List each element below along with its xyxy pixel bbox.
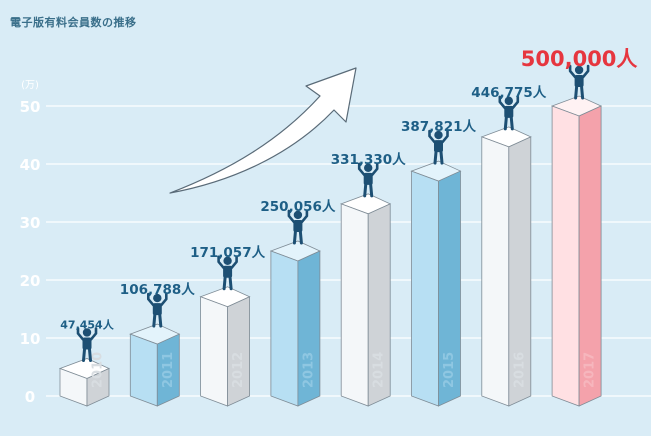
person-icon (287, 209, 309, 245)
person-icon (428, 129, 449, 165)
figure-body (574, 75, 584, 87)
figure-arm (428, 129, 436, 144)
figure-arm (581, 64, 590, 79)
figure-arm (160, 292, 168, 307)
bar-side (367, 203, 391, 407)
data-label: 47,454人 (60, 317, 114, 331)
y-tick-label: 0 (25, 388, 35, 406)
figure-arm (287, 209, 296, 224)
figure-head (574, 65, 584, 75)
bar-side (297, 250, 321, 407)
figure-body (82, 337, 92, 350)
person-icon (357, 162, 379, 198)
data-label: 106,788人 (120, 282, 195, 298)
bar (551, 105, 580, 407)
data-label: 500,000人 (521, 47, 638, 71)
y-tick-label: 20 (20, 272, 41, 290)
bar-side (578, 105, 602, 407)
figure-head (504, 96, 513, 106)
figure-body (434, 140, 443, 153)
figure-body (152, 303, 162, 316)
figure-arm (498, 95, 507, 110)
y-tick-label: 10 (20, 330, 41, 348)
figure-arm (511, 95, 520, 110)
x-tick-label: 2016 (512, 352, 527, 388)
person-icon (498, 95, 520, 131)
bar (270, 250, 299, 407)
figure-head (434, 130, 443, 140)
x-tick-label: 2011 (161, 352, 176, 388)
x-tick-label: 2010 (91, 352, 106, 388)
x-tick-label: 2012 (231, 352, 246, 388)
figure-arm (370, 162, 379, 177)
figure-body (363, 172, 373, 185)
figure-legs (82, 347, 92, 362)
x-tick-label: 2013 (301, 352, 316, 388)
bar (129, 333, 158, 407)
person-icon (568, 64, 590, 100)
figure-arm (357, 162, 366, 177)
x-tick-label: 2014 (372, 352, 387, 388)
figure-arm (568, 64, 577, 79)
chart-title: 電子版有料会員数の推移 (10, 16, 137, 29)
figure-legs (152, 313, 163, 328)
figure-arm (147, 292, 155, 307)
figure-arm (217, 255, 225, 270)
figure-legs (574, 85, 585, 100)
figure-body (504, 105, 514, 118)
figure-legs (433, 150, 444, 165)
data-label: 250,056人 (260, 199, 335, 215)
figure-head (293, 210, 303, 220)
figure-arm (76, 327, 85, 341)
bar (340, 203, 369, 407)
data-label: 387,821人 (401, 119, 476, 135)
y-tick-label: 40 (20, 156, 41, 174)
figure-arm (441, 129, 449, 144)
bar-side (156, 333, 180, 407)
figure-head (82, 328, 92, 337)
figure-legs (363, 183, 374, 198)
figure-head (153, 293, 162, 303)
figure-body (223, 265, 233, 278)
figure-legs (503, 116, 514, 131)
growth-arrow (169, 67, 357, 194)
figure-legs (292, 230, 303, 245)
bar-side (438, 170, 461, 407)
person-icon (76, 327, 98, 362)
bar (481, 136, 510, 407)
person-icon (217, 255, 238, 291)
bar-side (508, 136, 532, 407)
bar (200, 296, 229, 407)
figure-arm (300, 209, 309, 224)
data-label: 331,330人 (331, 152, 406, 168)
y-unit-label: (万) (21, 80, 39, 91)
figure-head (223, 256, 232, 265)
bar-side (86, 367, 110, 407)
figure-head (364, 163, 373, 173)
figure-arm (89, 327, 98, 341)
y-tick-label: 30 (20, 214, 41, 232)
bar (411, 170, 439, 407)
y-tick-label: 50 (20, 98, 41, 116)
x-tick-label: 2015 (442, 352, 457, 388)
figure-body (293, 219, 303, 232)
figure-arm (230, 255, 238, 270)
x-tick-label: 2017 (583, 352, 598, 388)
bar-side (227, 296, 251, 407)
figure-legs (222, 276, 233, 291)
data-label: 171,057人 (190, 245, 265, 261)
data-label: 446,775人 (471, 85, 546, 101)
person-icon (147, 292, 168, 328)
